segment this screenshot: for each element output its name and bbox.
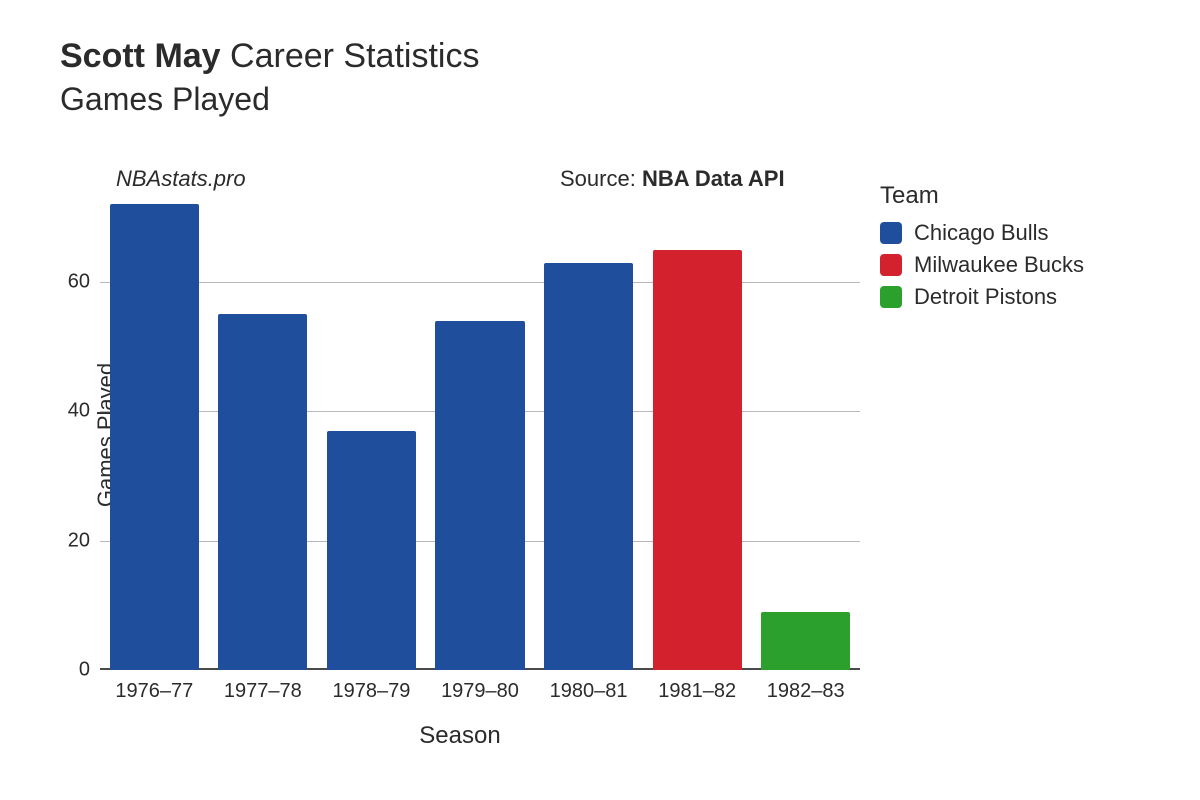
y-tick-label: 0 xyxy=(79,659,100,682)
x-tick-label: 1980–81 xyxy=(550,670,628,703)
legend: Team Chicago Bulls Milwaukee Bucks Detroit… xyxy=(880,182,1084,316)
y-tick-label: 60 xyxy=(68,271,100,294)
legend-item: Detroit Pistons xyxy=(880,284,1084,310)
x-tick-label: 1978–79 xyxy=(332,670,410,703)
legend-item: Milwaukee Bucks xyxy=(880,252,1084,278)
plot-area: 02040601976–771977–781978–791979–801980–… xyxy=(100,185,860,670)
legend-label: Detroit Pistons xyxy=(914,284,1057,310)
x-tick-label: 1976–77 xyxy=(115,670,193,703)
x-tick-label: 1981–82 xyxy=(658,670,736,703)
bar xyxy=(761,612,850,670)
bar xyxy=(544,263,633,670)
legend-swatch xyxy=(880,286,902,308)
bar xyxy=(653,250,742,670)
legend-items: Chicago Bulls Milwaukee Bucks Detroit Pist… xyxy=(880,220,1084,310)
legend-title: Team xyxy=(880,182,1084,210)
bar xyxy=(110,204,199,670)
legend-swatch xyxy=(880,222,902,244)
title-suffix: Career Statistics xyxy=(221,37,480,75)
legend-item: Chicago Bulls xyxy=(880,220,1084,246)
legend-label: Milwaukee Bucks xyxy=(914,252,1084,278)
legend-label: Chicago Bulls xyxy=(914,220,1049,246)
grid-line xyxy=(100,282,860,283)
title-player-name: Scott May xyxy=(60,37,221,75)
chart-page: Scott May Career Statistics Games Played… xyxy=(0,0,1200,800)
chart-title-block: Scott May Career Statistics Games Played xyxy=(60,36,479,119)
x-tick-label: 1979–80 xyxy=(441,670,519,703)
y-tick-label: 40 xyxy=(68,400,100,423)
x-tick-label: 1977–78 xyxy=(224,670,302,703)
y-tick-label: 20 xyxy=(68,529,100,552)
bar xyxy=(218,314,307,670)
chart-title-line2: Games Played xyxy=(60,79,479,119)
x-axis-label: Season xyxy=(419,722,500,750)
x-tick-label: 1982–83 xyxy=(767,670,845,703)
bar xyxy=(327,431,416,670)
chart-title-line1: Scott May Career Statistics xyxy=(60,36,479,77)
legend-swatch xyxy=(880,254,902,276)
bar xyxy=(435,321,524,670)
